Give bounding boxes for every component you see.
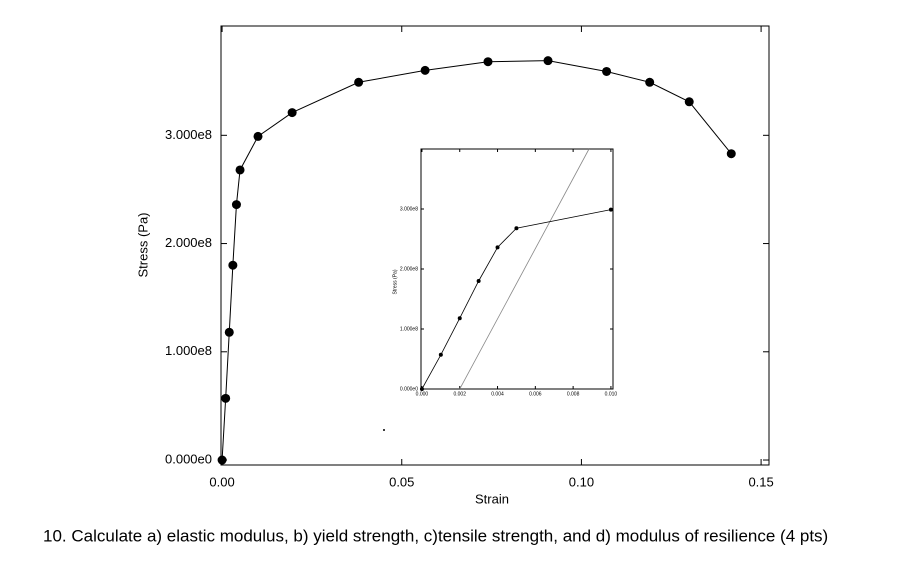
x-tick-label: 0.002 xyxy=(453,391,466,397)
data-point xyxy=(483,57,493,67)
x-tick-label: 0.05 xyxy=(389,474,414,489)
data-point xyxy=(235,165,245,175)
data-point xyxy=(221,393,231,403)
data-point xyxy=(420,65,430,75)
data-point xyxy=(419,387,424,391)
data-point xyxy=(354,77,364,87)
data-point xyxy=(514,226,519,231)
question: 10. Calculate a) elastic modulus, b) yie… xyxy=(43,526,828,545)
data-point xyxy=(457,316,462,321)
offset-line xyxy=(459,148,590,390)
data-point xyxy=(495,245,500,250)
y-axis-title: Stress (Pa) xyxy=(135,212,150,277)
y-tick-label: 0.000e0 xyxy=(400,386,418,392)
stray-dot xyxy=(383,429,385,431)
y-axis-title: Stress (Pa) xyxy=(392,269,398,294)
y-tick-label: 3.000e8 xyxy=(165,127,212,142)
y-tick-label: 1.000e8 xyxy=(165,343,212,358)
data-point xyxy=(217,455,227,465)
y-tick-label: 2.000e8 xyxy=(165,235,212,250)
x-tick-label: 0.00 xyxy=(209,474,234,489)
data-point xyxy=(287,108,297,118)
data-point xyxy=(438,352,443,357)
data-point xyxy=(476,279,481,283)
x-axis-title: Strain xyxy=(475,491,509,506)
data-point xyxy=(645,77,655,87)
data-point xyxy=(608,207,613,212)
data-point xyxy=(228,260,238,270)
x-tick-label: 0.10 xyxy=(569,474,594,489)
x-tick-label: 0.006 xyxy=(529,391,542,397)
main-plot-frame xyxy=(220,25,770,466)
y-tick-label: 1.000e8 xyxy=(400,326,418,332)
data-point xyxy=(602,66,612,76)
data-point xyxy=(726,149,736,159)
data-point xyxy=(543,56,553,66)
data-line xyxy=(221,60,732,461)
y-tick-label: 2.000e8 xyxy=(400,266,418,272)
y-tick-label: 0.000e0 xyxy=(165,451,212,466)
x-tick-label: 0.008 xyxy=(567,391,580,397)
x-tick-label: 0.010 xyxy=(605,391,618,397)
data-point xyxy=(684,97,694,107)
data-point xyxy=(224,327,234,337)
x-tick-label: 0.004 xyxy=(491,391,504,397)
data-point xyxy=(231,200,241,210)
y-tick-label: 3.000e8 xyxy=(400,206,418,212)
x-tick-label: 0.000 xyxy=(416,391,429,397)
data-point xyxy=(253,131,263,141)
x-tick-label: 0.15 xyxy=(748,474,773,489)
inset-frame xyxy=(420,148,614,390)
